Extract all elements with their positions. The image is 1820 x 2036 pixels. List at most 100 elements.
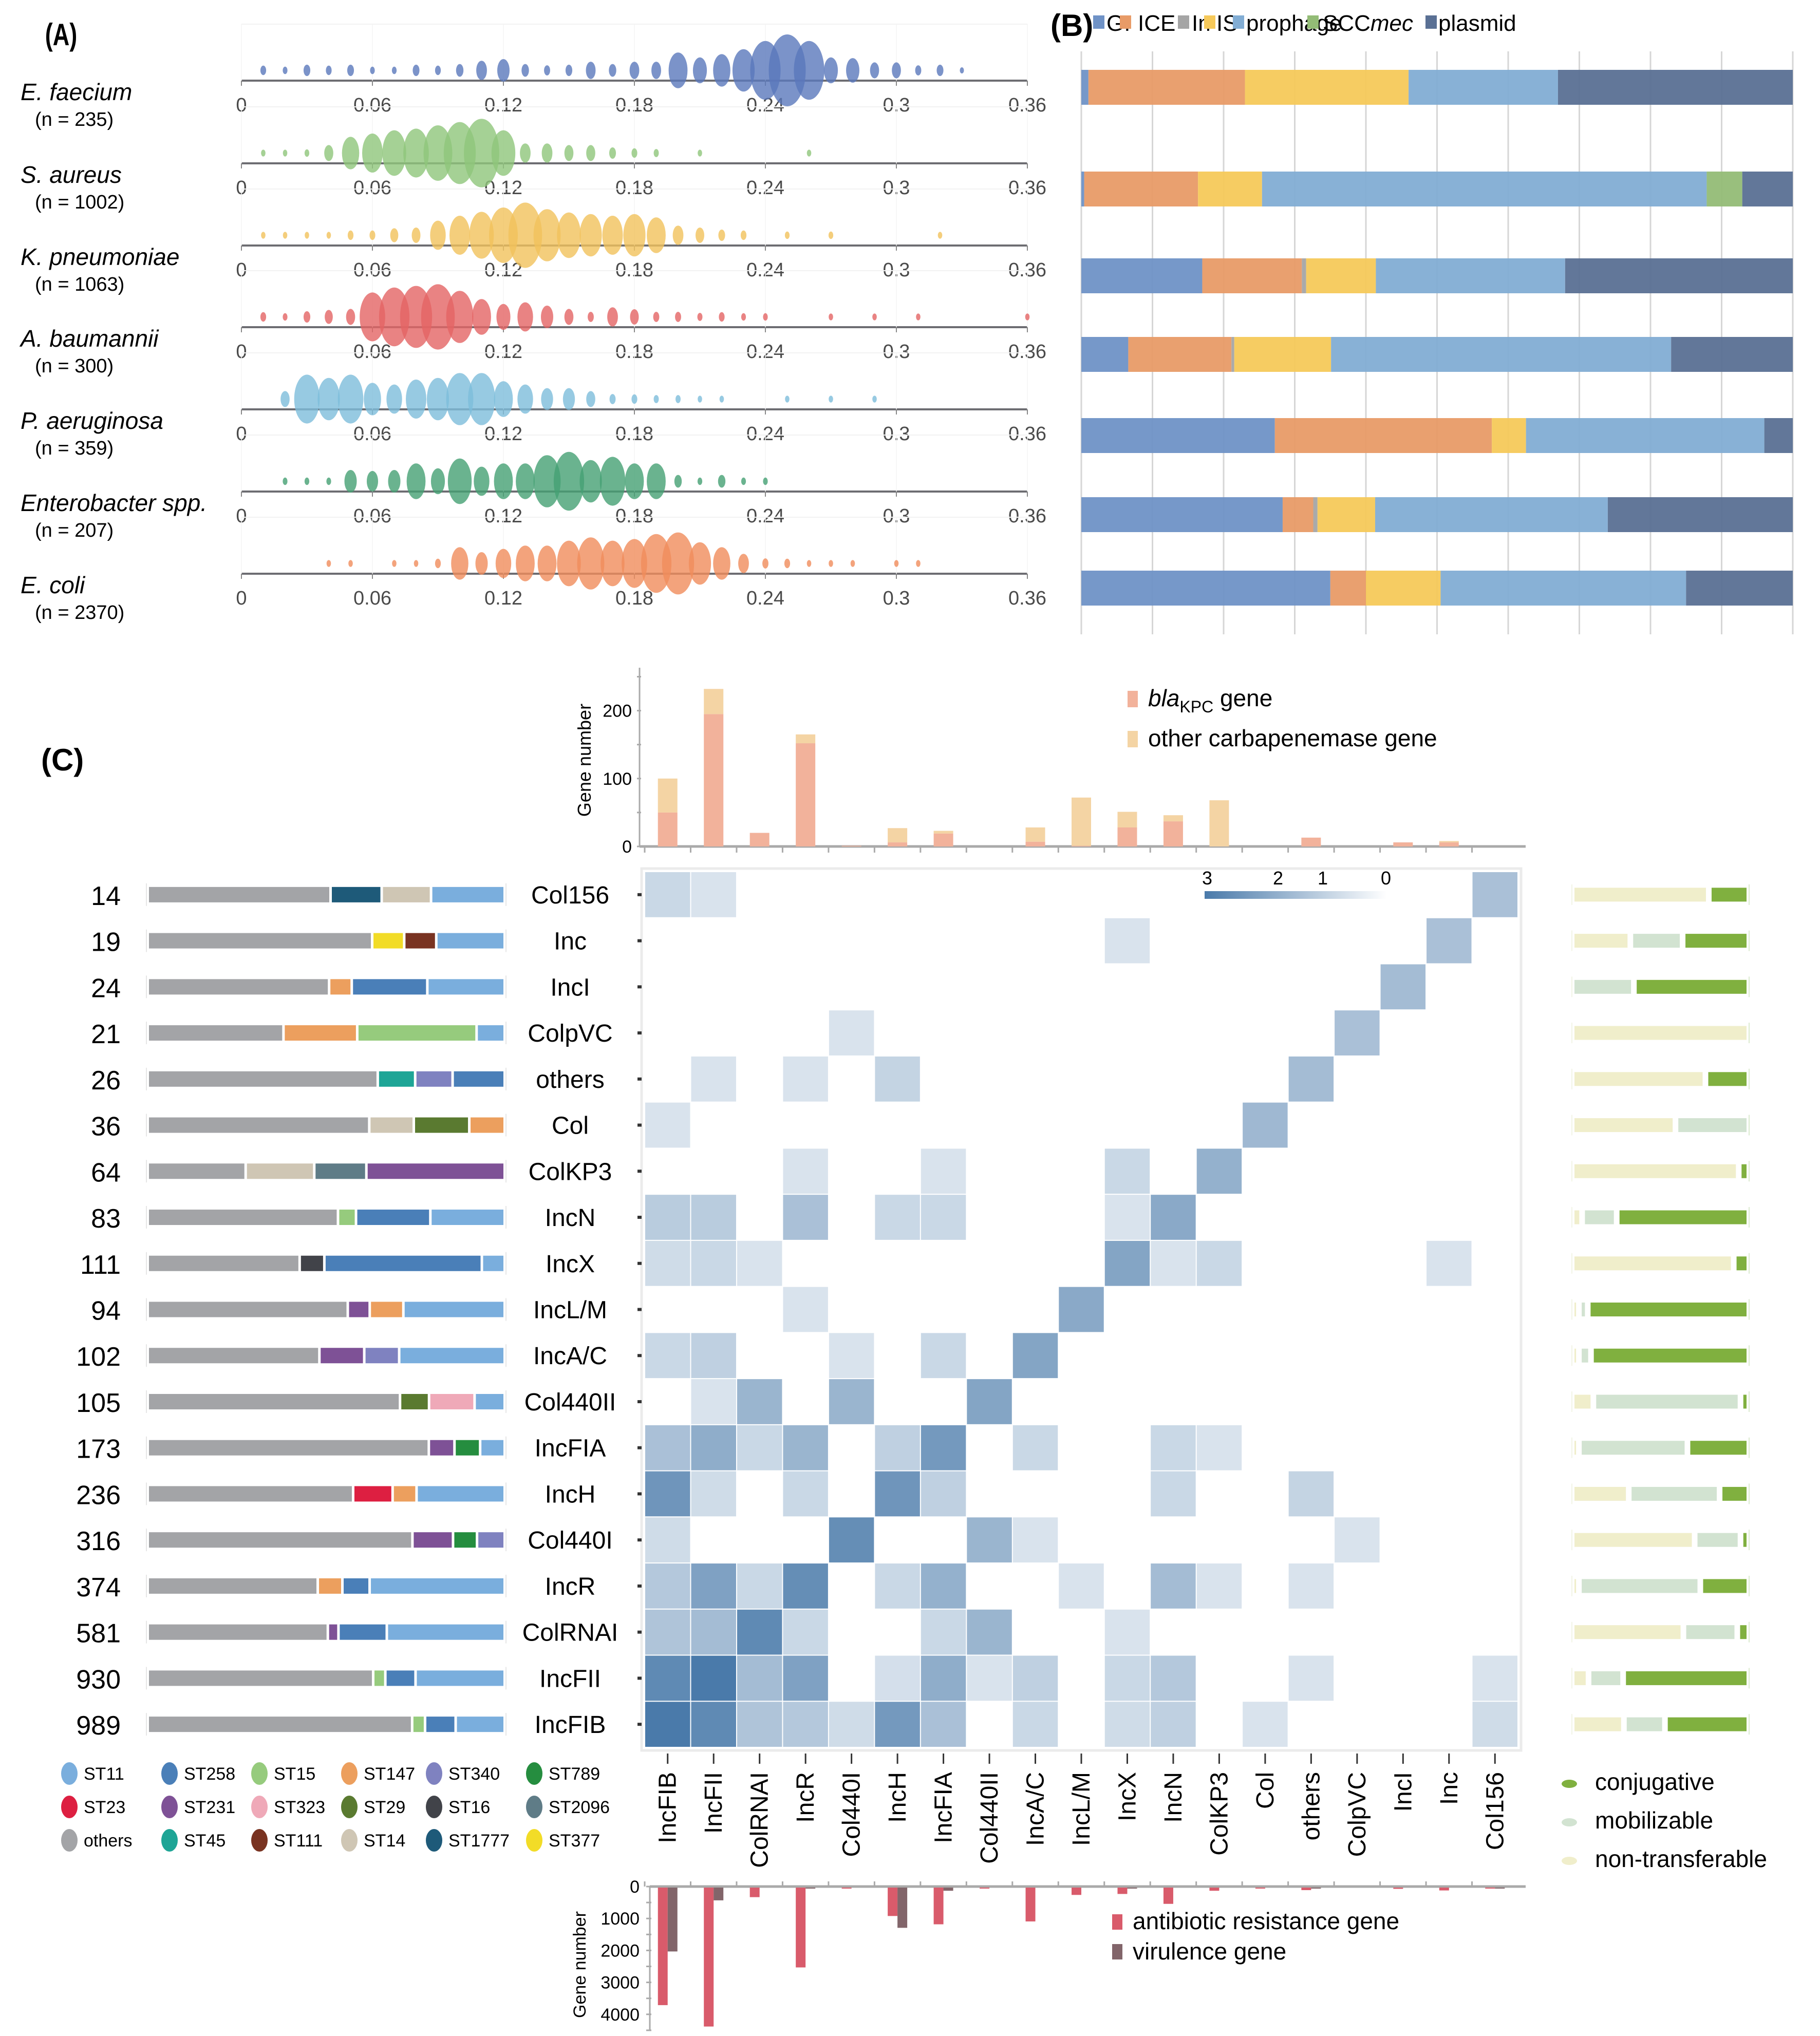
bubble-point (601, 540, 625, 587)
stacked-bar-segment (1440, 571, 1686, 606)
legend-label: antibiotic resistance gene (1133, 1908, 1399, 1934)
heatmap-cell (1012, 1333, 1058, 1379)
isolate-count: 930 (76, 1665, 121, 1694)
bubble-point (823, 57, 838, 84)
heatmap-cell (691, 1563, 736, 1609)
heatmap-cell (737, 1655, 782, 1701)
heatmap-cell (645, 1425, 690, 1471)
heatmap-cell (783, 1655, 828, 1701)
heatmap-cell (1104, 1655, 1150, 1701)
heatmap-col-label: ColRNAI (746, 1772, 774, 1868)
st-bar-segment (149, 1393, 399, 1409)
bubble-point (653, 149, 659, 157)
carbapenemase-bar (704, 714, 724, 846)
bubble-point (719, 312, 725, 322)
heatmap-cell (921, 1609, 966, 1655)
legend-dot (526, 1796, 542, 1818)
virulence-gene-bar (805, 1888, 816, 1889)
virulence-gene-bar (897, 1888, 908, 1928)
isolate-count: 83 (91, 1204, 121, 1234)
legend-swatch (1112, 1914, 1122, 1930)
st-bar-segment (481, 1440, 503, 1456)
y-tick (637, 1630, 642, 1634)
st-bar-segment (415, 1117, 468, 1133)
transfer-bar-segment (1633, 934, 1680, 948)
heatmap-cell (1151, 1655, 1196, 1701)
bubble-point (719, 395, 724, 403)
bubble-point (541, 143, 553, 163)
bubble-point (937, 232, 943, 239)
bubble-point (741, 313, 746, 321)
heatmap-cell (1196, 1563, 1242, 1609)
legend-dot (161, 1762, 178, 1785)
bubble-point (468, 373, 495, 425)
transfer-bar-segment (1574, 1717, 1621, 1731)
virulence-gene-bar (667, 1888, 678, 1952)
bubble-point (829, 560, 833, 567)
stacked-bar-segment (1317, 497, 1376, 532)
transfer-bar-segment (1686, 1625, 1735, 1639)
heatmap-cell (783, 1287, 828, 1332)
heatmap-cell (691, 1609, 736, 1655)
stacked-bar-segment (1084, 172, 1198, 206)
legend-swatch (1128, 731, 1138, 747)
bubble-point (382, 130, 406, 176)
heatmap-cell (783, 1425, 828, 1471)
species-label: Enterobacter spp. (21, 489, 207, 516)
bubble-point (698, 149, 702, 157)
heatmap-col-label: IncFIB (654, 1772, 682, 1843)
bubble-point (544, 65, 550, 76)
heatmap-col-label: IncN (1160, 1772, 1187, 1823)
virulence-gene-bar (714, 1888, 724, 1900)
st-bar-segment (285, 1025, 356, 1041)
heatmap-cell (1104, 1609, 1150, 1655)
heatmap-cell (737, 1425, 782, 1471)
heatmap-cell (967, 1517, 1012, 1563)
st-bar-segment (149, 1210, 337, 1226)
stacked-bar-segment (1245, 70, 1409, 105)
st-bar-segment (315, 1163, 365, 1179)
heatmap-cell (1012, 1517, 1058, 1563)
resistance-gene-bar (841, 1888, 852, 1889)
y-tick-label: 0 (630, 1877, 640, 1897)
stacked-bar-segment (1128, 337, 1232, 372)
heatmap-cell (921, 1195, 966, 1240)
carbapenemase-bar (658, 812, 678, 846)
carbapenemase-bar (1072, 797, 1091, 846)
transfer-bar-segment (1591, 1671, 1621, 1685)
isolate-count: 111 (80, 1250, 121, 1280)
bubble-point (403, 128, 429, 178)
bubble-point (586, 62, 596, 79)
heatmap-cell (829, 1010, 874, 1055)
transfer-bar-segment (1574, 934, 1628, 948)
heatmap-col-label: ColKP3 (1206, 1772, 1233, 1856)
bubble-point (557, 540, 581, 587)
bubble-point (392, 560, 397, 567)
legend-dot (161, 1796, 178, 1818)
isolate-count: 19 (91, 928, 121, 957)
legend-label: ST1777 (448, 1831, 510, 1851)
bubble-point (785, 395, 790, 403)
resistance-gene-bar (796, 1888, 806, 1968)
y-tick (637, 1308, 642, 1311)
stacked-bar-segment (1231, 337, 1234, 372)
st-bar-segment (400, 1348, 503, 1364)
bubble-point (872, 395, 877, 403)
transfer-bar-segment (1582, 1441, 1685, 1455)
x-tick-label: 0.36 (1008, 588, 1046, 609)
stacked-bar-segment (1081, 258, 1203, 293)
colorbar-tick-label: 2 (1273, 868, 1283, 889)
heatmap-cell (783, 1563, 828, 1609)
bubble-point (476, 61, 487, 80)
bubble-point (303, 64, 311, 77)
species-label: S. aureus (21, 161, 122, 188)
bubble-point (342, 137, 360, 169)
stacked-bar-segment (1330, 571, 1366, 606)
st-bar-segment (149, 1025, 283, 1041)
carbapenemase-bar (749, 833, 770, 846)
carbapenemase-bar (1439, 841, 1459, 843)
st-bar-segment (330, 979, 351, 995)
legend-label: ST377 (549, 1831, 600, 1851)
x-tick-label: 0 (236, 95, 247, 116)
